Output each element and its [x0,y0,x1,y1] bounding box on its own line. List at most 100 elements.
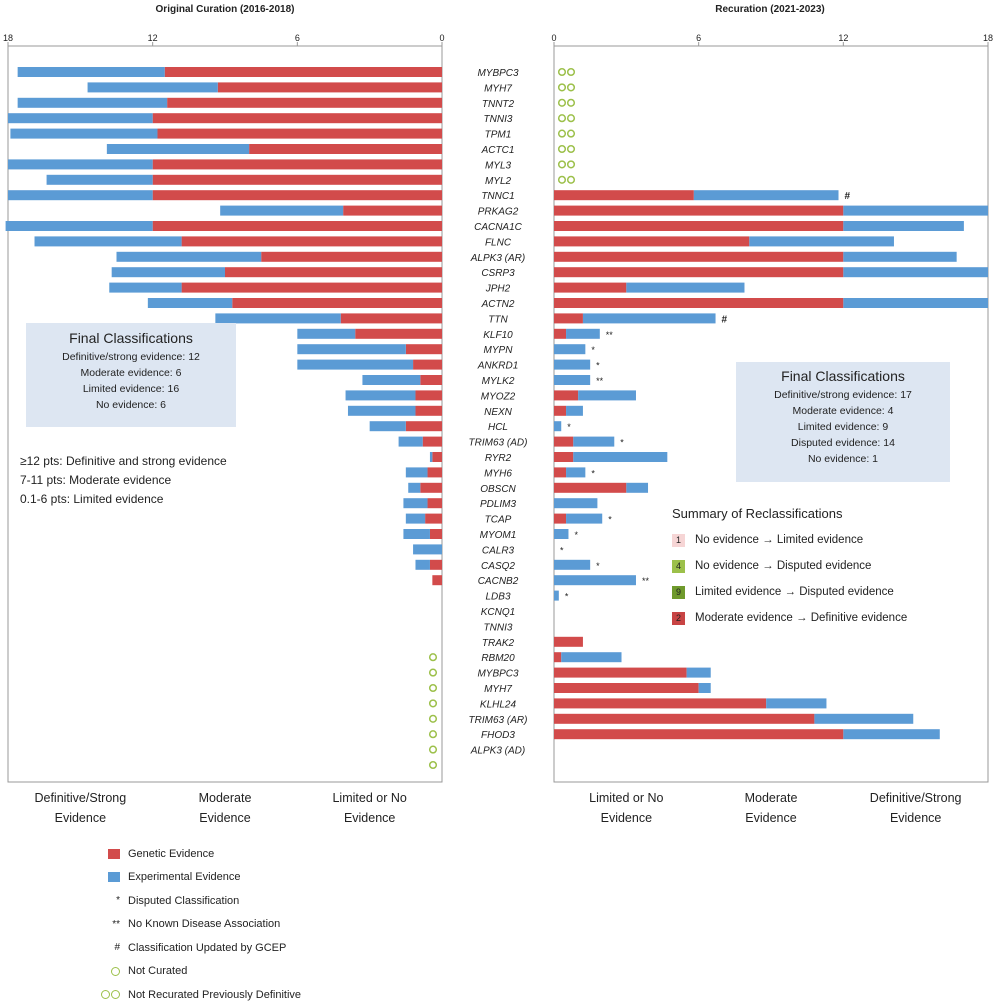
genetic-bar [554,282,627,293]
region-label-line: Evidence [890,811,941,825]
region-label-line: Moderate [199,791,252,805]
experimental-bar [413,544,442,555]
genetic-bar [232,298,442,308]
legend-item: Not Curated [86,960,301,984]
tick-label: 0 [439,33,444,43]
points-thresholds-note: ≥12 pts: Definitive and strong evidence … [20,452,227,509]
genetic-bar [355,328,442,339]
legend-label: No Known Disease Association [128,918,281,931]
experimental-bar [582,313,716,324]
legend-item: Experimental Evidence [86,866,301,890]
experimental-bar [698,683,711,693]
genetic-bar [554,251,844,262]
gene-label: TRIM63 (AR) [469,715,528,726]
not-recurated-ring-icon [557,129,567,138]
not-recurated-ring-icon [566,160,576,169]
genetic-bar [181,282,442,293]
classification-marker: * [591,345,595,355]
gene-label: CACNB2 [478,576,519,587]
genetic-bar [554,221,844,231]
not-recurated-ring-icon [557,98,567,107]
experimental-bar [405,513,426,524]
gene-label: KLF10 [483,330,513,341]
not-recurated-ring-icon [566,144,576,154]
experimental-bar [814,713,914,724]
classification-marker: * [565,592,569,602]
experimental-bar [686,667,711,678]
not-curated-ring-icon [428,760,438,770]
gene-label: KCNQ1 [481,607,515,618]
genetic-bar [429,559,442,570]
classification-marker: * [596,361,600,371]
experimental-bar [843,729,940,740]
genetic-bar [152,174,442,185]
experimental-bar [109,282,182,293]
not-recurated-ring-icon [557,67,567,77]
legend-item: Not Recurated Previously Definitive [86,983,301,1007]
gene-label: MYOM1 [480,530,517,541]
legend-item: # Classification Updated by GCEP [86,936,301,960]
classification-marker: * [567,422,571,432]
gene-label: MYL3 [485,160,512,171]
genetic-bar [261,251,442,262]
classification-marker: # [722,314,728,325]
gene-label: LDB3 [485,592,510,603]
gene-label: TNNC1 [481,191,514,202]
right-final-classifications-box: Final Classifications Definitive/strong … [736,362,950,482]
left-box-line: Limited evidence: 16 [82,383,180,395]
experimental-bar [749,236,894,247]
legend-item: Genetic Evidence [86,842,301,866]
genetic-bar [554,683,699,693]
gene-label: MYH7 [484,684,512,695]
experimental-bar [147,298,233,308]
experimental-bar [398,436,423,447]
genetic-bar [554,713,815,724]
legend-label: Disputed Classification [128,894,240,907]
classification-marker: # [845,191,851,202]
experimental-bar [566,513,603,524]
not-recurated-ring-icon [566,129,576,138]
experimental-bar [8,113,153,124]
gene-label: KLHL24 [480,699,517,710]
genetic-bar [554,667,687,678]
gene-label: TNNI3 [484,114,513,125]
region-label: Limited or No Evidence [589,791,663,825]
experimental-bar [362,375,421,385]
right-box-line: No evidence: 1 [807,453,879,465]
experimental-bar [554,375,591,385]
experimental-bar [345,390,416,401]
experimental-bar [215,313,341,324]
gene-label: CALR3 [482,545,515,556]
left-box-title: Final Classifications [69,330,193,346]
legend-item: * Disputed Classification [86,889,301,913]
legend-label: Experimental Evidence [128,871,241,884]
points-line: 0.1-6 pts: Limited evidence [20,492,164,506]
region-label-line: Evidence [601,811,652,825]
count-badge: 2 [672,611,685,625]
gene-label: MYPN [484,345,514,356]
experimental-bar [297,344,406,355]
genetic-bar [432,575,442,586]
right-box-title: Final Classifications [781,368,905,384]
legend-label: Genetic Evidence [128,847,215,860]
experimental-bar [561,652,622,663]
classification-marker: * [560,545,564,555]
gene-label: ALPK3 (AD) [470,746,525,757]
experimental-bar [5,221,153,231]
region-label: Moderate Evidence [745,791,798,825]
experimental-bar [87,82,218,93]
genetic-bar [554,205,844,216]
region-label-line: Definitive/Strong [34,791,126,805]
experimental-bar [34,236,182,247]
summary-row: 9 Limited evidence → Disputed evidence [672,579,992,605]
legend-key-symbol: # [114,942,120,954]
left-final-classifications-box: Final Classifications Definitive/strong … [26,323,236,427]
gene-label: PRKAG2 [478,207,519,218]
gene-label: ACTN2 [481,299,515,310]
experimental-bar [693,190,839,201]
not-curated-ring-icon [86,966,120,976]
tick-label: 12 [148,33,158,43]
not-recurated-ring-icon [566,175,576,184]
genetic-bar [554,467,567,478]
